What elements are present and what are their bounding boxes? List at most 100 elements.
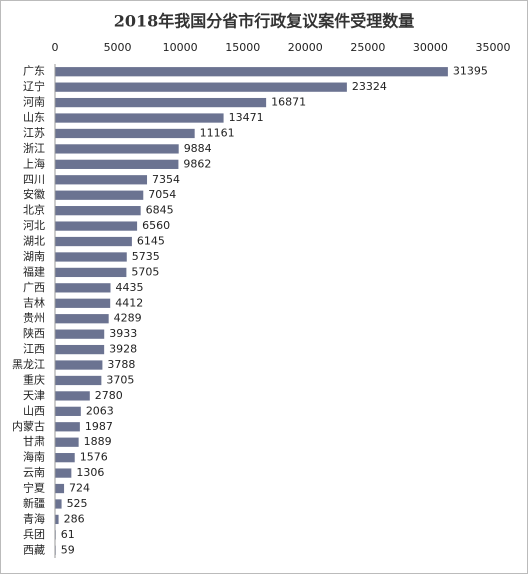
value-label: 4435 — [116, 281, 144, 294]
bar — [55, 499, 62, 509]
y-tick-label: 福建 — [23, 264, 45, 278]
y-tick-label: 北京 — [23, 203, 45, 217]
value-label: 6145 — [137, 235, 165, 248]
bar — [55, 190, 144, 200]
y-tick-label: 江苏 — [23, 126, 45, 139]
bar — [55, 236, 132, 247]
value-label: 59 — [61, 543, 75, 556]
y-tick-label: 江西 — [23, 343, 45, 356]
y-tick-label: 青海 — [23, 511, 45, 525]
y-tick-label: 宁夏 — [23, 481, 45, 495]
value-label: 4412 — [115, 296, 143, 309]
value-label: 9884 — [184, 142, 212, 155]
x-tick-label: 25000 — [350, 41, 385, 54]
value-label: 6845 — [146, 204, 174, 217]
bar — [55, 221, 138, 231]
value-label: 1576 — [80, 451, 108, 464]
bar — [55, 67, 448, 77]
value-label: 4289 — [114, 312, 142, 325]
value-label: 2780 — [95, 389, 123, 402]
y-tick-label: 黑龙江 — [12, 358, 45, 371]
value-label: 1306 — [76, 466, 104, 479]
y-tick-label: 西藏 — [23, 543, 45, 556]
y-tick-label: 吉林 — [23, 295, 45, 309]
value-label: 3928 — [109, 343, 137, 356]
y-tick-label: 上海 — [23, 156, 45, 170]
bar — [55, 453, 75, 463]
y-tick-label: 内蒙古 — [12, 419, 45, 433]
value-label: 7054 — [148, 188, 176, 201]
value-label: 1987 — [85, 420, 113, 433]
bar — [55, 329, 105, 339]
value-label: 61 — [61, 528, 75, 541]
y-tick-label: 河南 — [23, 96, 45, 109]
y-tick-label: 天津 — [23, 389, 45, 402]
value-label: 16871 — [271, 96, 306, 109]
bar — [55, 175, 148, 185]
value-label: 31395 — [453, 65, 488, 78]
bar — [55, 159, 179, 169]
bar — [55, 283, 111, 293]
value-label: 3933 — [109, 327, 137, 340]
bar — [55, 298, 111, 308]
bar — [55, 97, 267, 108]
y-tick-label: 四川 — [23, 173, 45, 186]
x-tick-label: 10000 — [163, 41, 198, 54]
y-tick-label: 陕西 — [23, 326, 45, 340]
x-tick-label: 35000 — [476, 41, 511, 54]
y-tick-label: 广西 — [23, 281, 45, 294]
bar — [55, 128, 195, 139]
bar — [55, 113, 224, 123]
x-tick-label: 30000 — [413, 41, 448, 54]
bar — [55, 422, 80, 432]
value-label: 286 — [64, 512, 85, 525]
y-tick-label: 湖北 — [23, 235, 45, 248]
value-label: 1889 — [84, 435, 112, 448]
y-tick-label: 河北 — [23, 219, 45, 232]
bar — [55, 267, 127, 278]
y-tick-label: 兵团 — [23, 528, 45, 541]
y-tick-label: 安徽 — [23, 187, 45, 201]
y-tick-label: 重庆 — [23, 372, 45, 386]
bar — [55, 82, 347, 92]
y-tick-label: 甘肃 — [23, 435, 45, 448]
chart-title: 2018年我国分省市行政复议案件受理数量 — [114, 12, 415, 31]
y-tick-label: 广东 — [23, 65, 45, 78]
bar — [55, 206, 141, 216]
y-tick-label: 海南 — [23, 450, 45, 464]
y-tick-label: 辽宁 — [23, 79, 45, 93]
value-label: 525 — [67, 497, 88, 510]
bar — [55, 468, 72, 478]
bar — [55, 483, 65, 494]
value-label: 5705 — [131, 265, 159, 278]
value-label: 3788 — [107, 358, 135, 371]
value-label: 13471 — [229, 111, 264, 124]
y-tick-label: 浙江 — [23, 142, 45, 155]
bar — [55, 314, 109, 324]
y-tick-label: 湖南 — [23, 250, 45, 263]
value-label: 9862 — [183, 157, 211, 170]
y-tick-label: 新疆 — [23, 496, 45, 510]
x-tick-label: 0 — [52, 41, 59, 54]
bar — [55, 360, 103, 370]
value-label: 6560 — [142, 219, 170, 232]
bar — [55, 344, 105, 355]
y-tick-label: 山西 — [23, 404, 45, 417]
value-label: 7354 — [152, 173, 180, 186]
bar — [55, 406, 81, 416]
value-label: 724 — [69, 482, 90, 495]
value-label: 3705 — [106, 373, 134, 386]
bar — [55, 144, 179, 154]
value-label: 23324 — [352, 80, 387, 93]
bar — [55, 391, 90, 401]
x-tick-label: 15000 — [225, 41, 260, 54]
value-label: 5735 — [132, 250, 160, 263]
y-tick-label: 云南 — [23, 466, 45, 479]
bar — [55, 514, 59, 525]
x-tick-label: 20000 — [288, 41, 323, 54]
value-label: 11161 — [200, 126, 235, 139]
bar — [55, 437, 79, 447]
bar — [55, 252, 127, 262]
value-label: 2063 — [86, 404, 114, 417]
